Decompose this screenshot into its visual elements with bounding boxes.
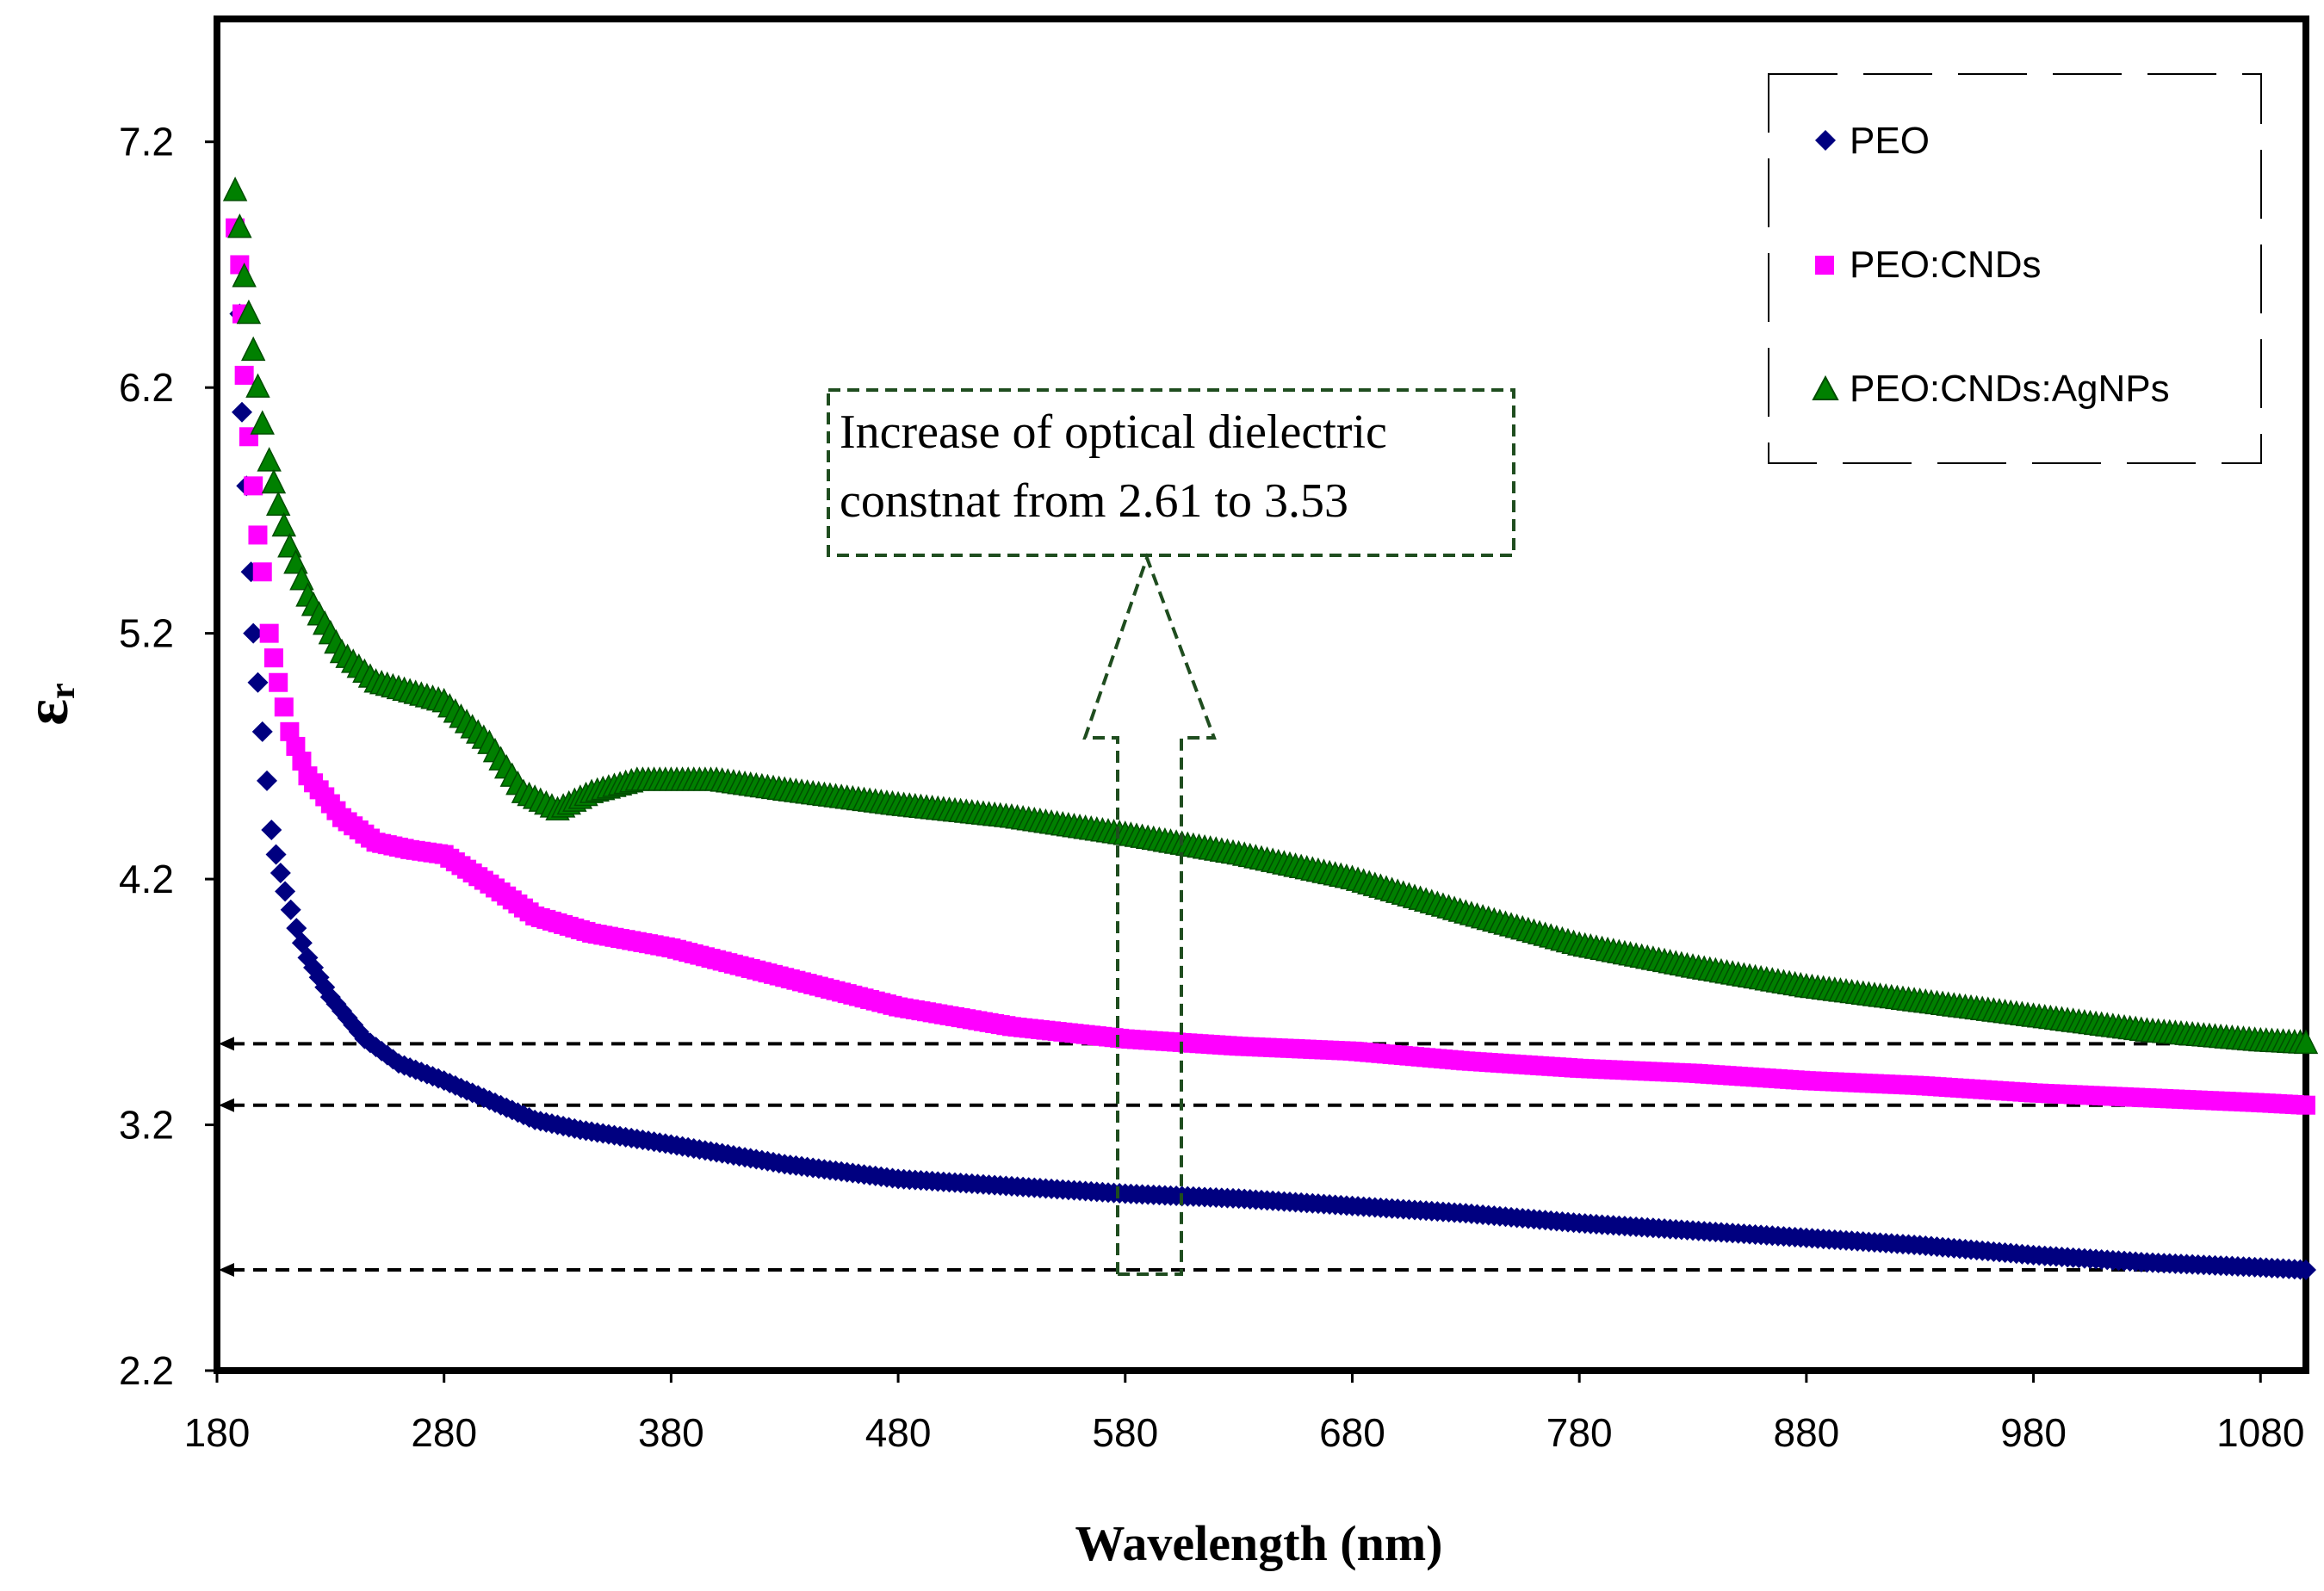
legend-marker-peo-cnds (1815, 256, 1834, 275)
annotation-line-1: Increase of optical dielectric (840, 405, 1387, 459)
data-point (269, 672, 288, 692)
data-point (247, 672, 269, 693)
x-tick-label: 280 (411, 1410, 477, 1455)
x-tick-label: 180 (184, 1410, 251, 1455)
data-point (251, 721, 273, 742)
legend-box (1768, 73, 2262, 464)
data-point (261, 468, 287, 494)
legend-label-peo-cnds-agnps: PEO:CNDs:AgNPs (1850, 368, 2170, 410)
legend: PEO PEO:CNDs PEO:CNDs:AgNPs (1768, 73, 2262, 464)
series-layer (222, 176, 2319, 1280)
data-point (292, 752, 312, 771)
data-point (265, 844, 287, 865)
legend-item-peo-cnds-agnps: PEO:CNDs:AgNPs (1812, 368, 2170, 410)
x-tick-label: 680 (1319, 1410, 1385, 1455)
annotation-arrow (1082, 553, 1217, 1276)
x-tick-label: 1080 (2216, 1410, 2304, 1455)
y-tick-label: 7.2 (119, 120, 174, 164)
legend-marker-peo (1815, 130, 1836, 151)
data-point (240, 336, 266, 362)
data-point (232, 263, 257, 288)
y-axis-title: εr (12, 683, 83, 725)
data-point (2296, 1259, 2316, 1280)
annotation: Increase of optical dielectric constnat … (827, 388, 1515, 1276)
legend-item-peo-cnds: PEO:CNDs (1815, 244, 2041, 286)
data-point (248, 525, 268, 545)
data-point (232, 401, 253, 423)
x-tick-label: 580 (1092, 1410, 1158, 1455)
series-peo-cnds (226, 218, 2315, 1115)
series-peo-cnds-agnps (222, 176, 2319, 1055)
y-axis-title-main: εr (12, 683, 83, 725)
y-tick-label: 2.2 (119, 1348, 174, 1393)
annotation-line-2: constnat from 2.61 to 3.53 (840, 474, 1348, 528)
data-point (271, 511, 297, 537)
legend-item-peo: PEO (1815, 120, 1930, 162)
data-point (261, 820, 282, 840)
x-tick-label: 480 (865, 1410, 932, 1455)
data-point (257, 447, 282, 472)
data-point (234, 365, 254, 385)
data-point (286, 736, 306, 756)
data-point (280, 899, 301, 920)
data-point (227, 213, 252, 238)
data-point (245, 373, 270, 398)
data-point (257, 770, 278, 791)
data-point (250, 410, 275, 435)
annotation-box (827, 388, 1515, 557)
data-point (252, 562, 272, 582)
reference-arrowhead (219, 1262, 234, 1277)
data-point (275, 881, 296, 902)
data-point (244, 476, 263, 496)
y-tick-label: 4.2 (119, 857, 174, 901)
data-point (280, 721, 300, 741)
legend-label-peo-cnds: PEO:CNDs (1850, 244, 2041, 286)
series-peo (229, 303, 2316, 1280)
data-point (263, 648, 283, 668)
x-tick-label: 780 (1546, 1410, 1613, 1455)
data-point (270, 862, 291, 883)
data-point (2293, 1029, 2319, 1055)
data-point (243, 622, 264, 644)
data-point (265, 491, 291, 516)
y-tick-label: 5.2 (119, 611, 174, 656)
x-axis-title: Wavelength (nm) (1075, 1515, 1443, 1571)
data-point (274, 697, 294, 717)
y-tick-label: 6.2 (119, 365, 174, 410)
data-point (2296, 1095, 2315, 1115)
data-point (222, 176, 248, 201)
y-tick-label: 3.2 (119, 1103, 174, 1148)
x-tick-label: 980 (2000, 1410, 2067, 1455)
legend-marker-peo-cnds-agnps (1812, 375, 1839, 400)
legend-label-peo: PEO (1850, 120, 1930, 162)
reference-arrowhead (219, 1037, 234, 1051)
x-tick-label: 880 (1773, 1410, 1839, 1455)
reference-arrowhead (219, 1098, 234, 1112)
x-tick-label: 380 (638, 1410, 704, 1455)
data-point (259, 623, 279, 643)
data-point (236, 299, 262, 325)
